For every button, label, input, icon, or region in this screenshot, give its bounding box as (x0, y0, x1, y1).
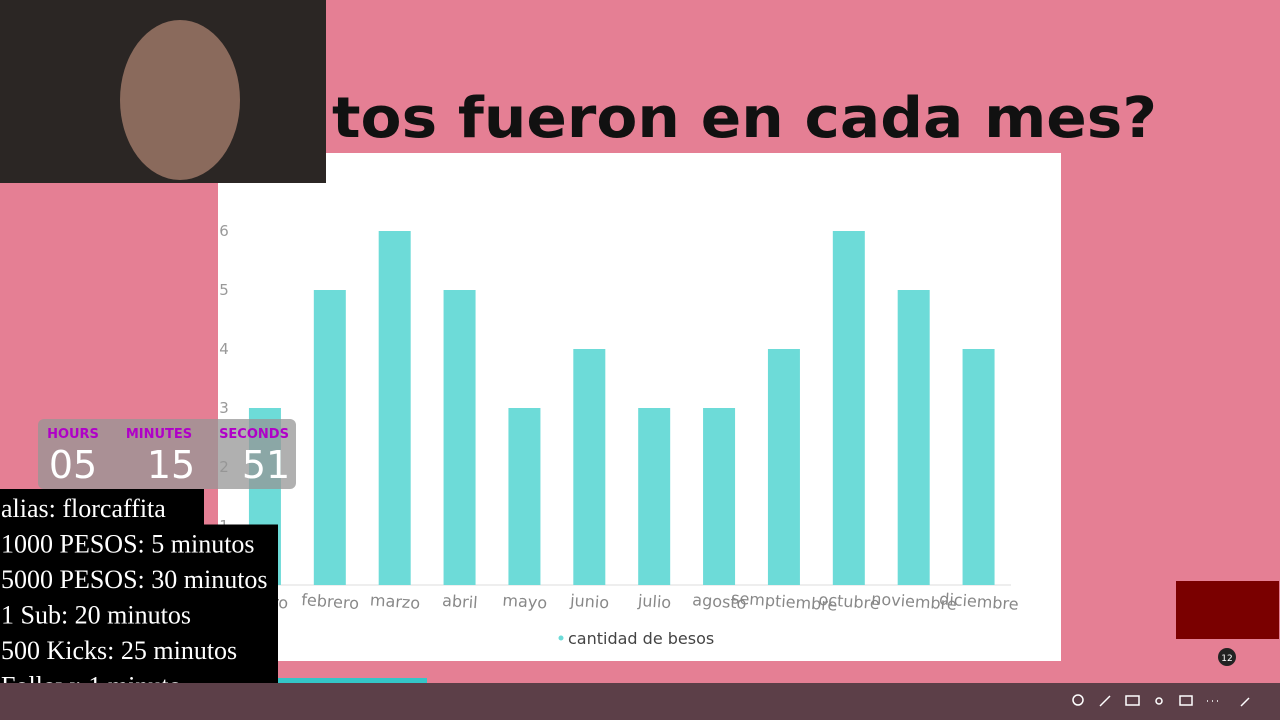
info-row-bg (0, 631, 278, 667)
legend-label: cantidad de besos (568, 629, 714, 648)
pen-icon[interactable] (1099, 695, 1111, 707)
legend-marker (558, 635, 564, 641)
x-tick-label: octubre (818, 590, 880, 613)
info-line: 500 Kicks: 25 minutos (1, 636, 237, 665)
bar (378, 231, 411, 585)
alert-box (1176, 581, 1279, 639)
timer-label: MINUTES (126, 427, 192, 442)
info-line: alias: florcaffita (1, 494, 166, 523)
info-row-bg (0, 560, 278, 596)
bar (638, 408, 671, 585)
y-tick-label: 4 (219, 340, 229, 358)
timer-label: HOURS (47, 427, 99, 442)
bar (962, 349, 995, 585)
x-tick-label: marzo (369, 590, 420, 612)
y-tick-label: 5 (219, 281, 229, 299)
zoom-icon[interactable] (1072, 694, 1084, 706)
bar (767, 349, 800, 585)
bar (313, 290, 346, 585)
info-row-bg (0, 489, 204, 525)
x-tick-label: abril (442, 591, 479, 612)
badge-bg (1218, 648, 1236, 666)
keyboard-icon[interactable] (1125, 695, 1140, 706)
progress-bar (278, 678, 427, 683)
info-row-bg (0, 595, 278, 632)
bar (703, 408, 736, 585)
info-line: 1 Sub: 20 minutos (1, 601, 191, 630)
timer-value: 51 (242, 443, 290, 487)
x-tick-label: junio (569, 591, 610, 613)
toolbar (0, 683, 1280, 720)
badge: 12 (1221, 654, 1232, 664)
info-line: 1000 PESOS: 5 minutos (1, 530, 255, 559)
timer-label: SECONDS (219, 427, 289, 442)
slide-title: tos fueron en cada mes? (332, 86, 1157, 151)
bar (443, 290, 476, 585)
bar (897, 290, 930, 585)
bar (508, 408, 541, 585)
window-icon[interactable] (1179, 695, 1193, 706)
chart: 123456enerofebreromarzoabrilmayojuniojul… (219, 222, 1019, 648)
x-tick-label: mayo (502, 590, 548, 612)
collapse-icon[interactable] (1240, 697, 1250, 707)
webcam-person (120, 20, 240, 180)
timer-value: 05 (49, 443, 97, 487)
info-line: 5000 PESOS: 30 minutos (1, 565, 268, 594)
timer-value: 15 (147, 443, 195, 487)
timer-box (38, 419, 296, 489)
toolbar-icons (1072, 694, 1250, 707)
bar (832, 231, 865, 585)
y-tick-label: 3 (219, 399, 229, 417)
info-row-bg (0, 524, 278, 561)
x-tick-label: febrero (301, 590, 360, 613)
bar (573, 349, 606, 585)
y-tick-label: 6 (219, 222, 229, 240)
x-tick-label: agosto (692, 590, 747, 613)
x-tick-label: julio (636, 591, 672, 612)
live-icon[interactable] (1155, 697, 1163, 705)
